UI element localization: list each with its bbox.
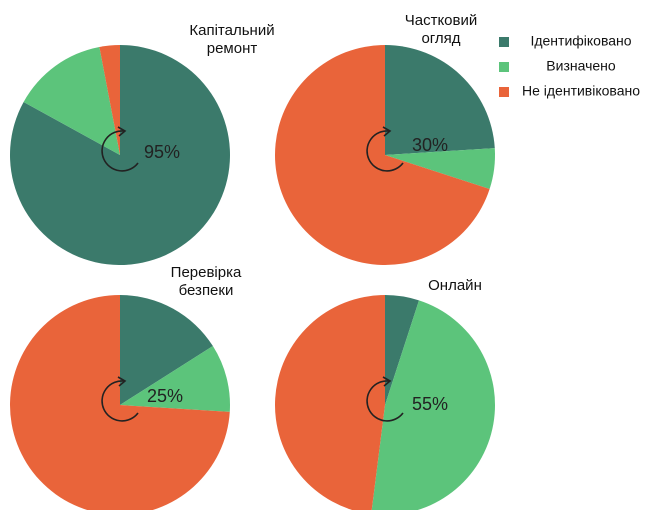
chart-title: Онлайн xyxy=(428,277,482,294)
legend-swatch xyxy=(499,37,509,47)
pie-slice xyxy=(371,300,495,510)
pie-slice xyxy=(23,46,121,155)
pie-slice xyxy=(385,45,495,155)
arrow-head xyxy=(117,376,127,387)
arrow-icon xyxy=(366,130,404,172)
legend-label: Визначено xyxy=(546,58,616,74)
annotation: 95% xyxy=(144,142,180,162)
chart-title: Частковий огляд xyxy=(404,12,478,47)
pie-slice xyxy=(385,148,495,189)
legend-swatch xyxy=(499,87,509,97)
arrow-head xyxy=(382,126,392,137)
arrow-icon xyxy=(366,380,404,422)
annotation: 55% xyxy=(412,394,448,414)
annotation: 25% xyxy=(147,386,183,406)
legend-swatch xyxy=(499,62,509,72)
legend-label: Ідентифіковано xyxy=(530,33,631,49)
arrow-head xyxy=(382,376,392,387)
arrow-icon xyxy=(101,130,139,172)
legend-label: Не ідентивіковано xyxy=(522,83,640,99)
pie-slice xyxy=(10,45,231,265)
pie-slice xyxy=(120,346,230,412)
pie-slice xyxy=(120,295,213,405)
chart-title: Капітальний ремонт xyxy=(189,22,275,57)
arrow-icon xyxy=(101,380,139,422)
pie-slice xyxy=(385,295,419,405)
pie-slice xyxy=(275,295,385,510)
annotation: 30% xyxy=(412,135,448,155)
pie-slice xyxy=(99,45,120,155)
pie-slice xyxy=(275,45,490,265)
chart-title: Перевірка безпеки xyxy=(170,264,242,299)
pie-slice xyxy=(10,295,230,510)
arrow-head xyxy=(117,126,127,137)
